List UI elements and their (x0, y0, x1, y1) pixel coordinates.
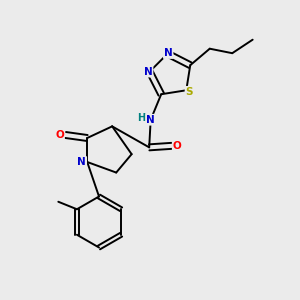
Text: H: H (137, 113, 145, 123)
Text: N: N (164, 48, 172, 58)
Text: N: N (144, 67, 152, 76)
Text: O: O (173, 141, 182, 151)
Text: O: O (55, 130, 64, 140)
Text: N: N (77, 157, 86, 167)
Text: N: N (146, 115, 155, 125)
Text: S: S (185, 87, 193, 97)
